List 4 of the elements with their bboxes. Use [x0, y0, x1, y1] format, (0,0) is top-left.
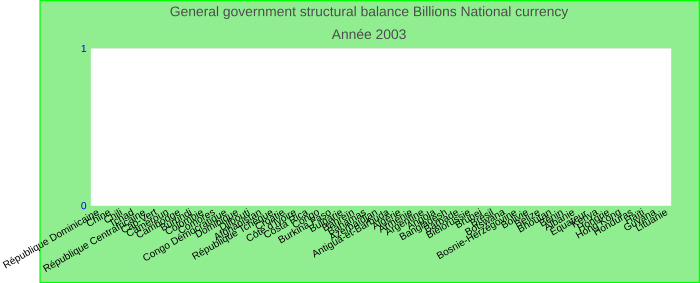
- y-tick-label: 0: [81, 202, 86, 210]
- chart-subtitle: Année 2003: [332, 28, 406, 40]
- chart-title: General government structural balance Billions National currency: [170, 6, 568, 19]
- y-tick-label: 1: [82, 44, 86, 52]
